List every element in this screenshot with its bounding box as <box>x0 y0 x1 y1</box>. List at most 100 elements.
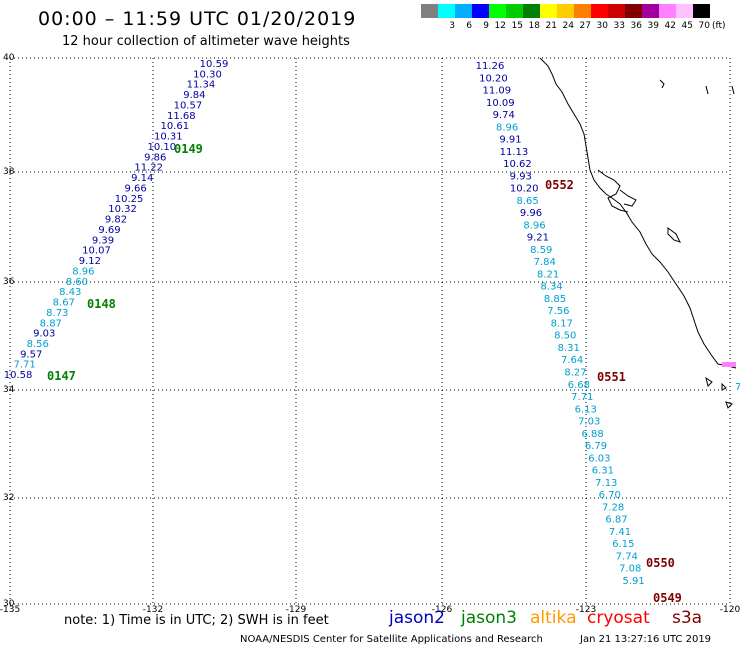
latitude-tick-label: 40 <box>3 53 15 63</box>
wave-height-value: 7.08 <box>619 564 641 575</box>
coastline-lake <box>667 227 681 243</box>
pass-labels: 0149 0148 0147 0552 0551 0550 0549 <box>47 142 682 605</box>
color-scale-label: 27 <box>579 21 591 31</box>
wave-height-value: 9.84 <box>183 90 205 101</box>
wave-height-value: 9.12 <box>79 256 101 267</box>
pass-number-label: 0549 <box>653 591 682 605</box>
wave-height-value: 6.79 <box>585 441 607 452</box>
legend-item-jason2: jason2 <box>389 608 445 628</box>
color-scale-cell <box>608 4 625 18</box>
color-scale-label: 45 <box>681 21 693 31</box>
wave-height-value: 6.88 <box>581 429 603 440</box>
wave-height-value: 6.03 <box>588 453 610 464</box>
map-title: 00:00 – 11:59 UTC 01/20/2019 <box>38 8 357 30</box>
wave-height-value: 10.07 <box>82 246 111 257</box>
color-scale-cell <box>472 4 489 18</box>
wave-height-value: 9.14 <box>131 173 153 184</box>
wave-height-value: 11.09 <box>482 86 511 97</box>
lat-lon-grid <box>9 57 731 605</box>
latitude-tick-label: 36 <box>3 277 15 287</box>
wave-height-value: 11.34 <box>187 80 216 91</box>
color-scale-cell <box>455 4 472 18</box>
coastline-mark-2 <box>705 85 709 95</box>
wave-height-value: 8.34 <box>540 282 562 293</box>
color-scale-label: 24 <box>562 21 574 31</box>
axis-tick-labels: 40 38 36 34 32 30-135 -132 -129 -126 -123 -120 <box>0 53 740 615</box>
wave-height-value: 10.31 <box>154 132 183 143</box>
color-scale-label: 6 <box>466 21 472 31</box>
coastline-mark-3 <box>731 85 735 95</box>
island-3 <box>725 401 733 409</box>
coastline-inlet <box>619 189 637 207</box>
color-scale-labels: 3 6 9 12 15 18 21 24 27 30 33 36 39 42 45 70 <box>421 21 710 31</box>
latitude-tick-label: 32 <box>3 493 14 503</box>
wave-height-value: 8.73 <box>46 308 68 319</box>
wave-height-value: 9.93 <box>510 171 532 182</box>
wave-height-value: 11.68 <box>167 111 196 122</box>
wave-height-value: 5.91 <box>622 576 644 587</box>
coastline <box>539 57 737 409</box>
color-scale-label: 42 <box>664 21 676 31</box>
pass-number-label: 0552 <box>545 178 574 192</box>
wave-height-value: 10.25 <box>115 194 144 205</box>
color-scale-cell <box>659 4 676 18</box>
wave-height-value: 8.96 <box>72 266 94 277</box>
wave-height-value: 8.17 <box>551 319 573 330</box>
color-scale-label: 18 <box>528 21 540 31</box>
footnote: note: 1) Time is in UTC; 2) SWH is in fe… <box>64 613 329 628</box>
color-scale-cell <box>591 4 608 18</box>
wave-height-value: 8.60 <box>66 277 88 288</box>
color-scale-cell <box>625 4 642 18</box>
wave-height-value: 10.32 <box>108 204 137 215</box>
pass-number-label: 0149 <box>174 142 203 156</box>
wave-height-value: 8.43 <box>59 287 81 298</box>
color-scale-label: 36 <box>630 21 642 31</box>
color-scale-cell <box>438 4 455 18</box>
wave-height-value: 10.10 <box>147 142 176 153</box>
color-scale-cell <box>540 4 557 18</box>
wave-height-value: 8.65 <box>516 196 538 207</box>
wave-height-value: 10.09 <box>486 98 515 109</box>
longitude-tick-label: -129 <box>286 605 307 615</box>
color-scale-label: 12 <box>494 21 506 31</box>
coastline-mainland <box>539 57 737 369</box>
wave-height-value: 10.59 <box>200 59 229 70</box>
wave-height-value: 8.56 <box>27 339 49 350</box>
wave-height-value: 9.69 <box>98 225 120 236</box>
wave-height-value: 6.13 <box>575 404 597 415</box>
wave-height-value: 9.86 <box>144 152 166 163</box>
wave-height-value: 9.03 <box>33 329 55 340</box>
wave-height-value: 10.58 <box>4 370 33 381</box>
wave-height-value: 8.50 <box>554 331 576 342</box>
wave-height-value: 6.68 <box>568 380 590 391</box>
pass-number-label: 0551 <box>597 370 626 384</box>
wave-height-value: 6.15 <box>612 539 634 550</box>
wave-height-value: 11.26 <box>476 61 505 72</box>
legend-item-cryosat: cryosat <box>587 608 650 628</box>
wave-height-value: 6.70 <box>599 490 621 501</box>
color-scale-label: 39 <box>647 21 659 31</box>
color-scale-label: 30 <box>596 21 608 31</box>
wave-height-value: 7.84 <box>534 257 556 268</box>
wave-height-value: 9.82 <box>105 215 127 226</box>
wave-height-value: 8.59 <box>530 245 552 256</box>
wave-height-value: 8.96 <box>523 220 545 231</box>
color-scale-bar <box>421 4 710 18</box>
wave-height-value: 11.22 <box>134 163 163 174</box>
color-scale-cell <box>693 4 710 18</box>
island-1 <box>705 376 713 387</box>
wave-height-value: 11.13 <box>500 147 529 158</box>
pass-number-label: 0147 <box>47 369 76 383</box>
wave-height-value: 8.96 <box>496 122 518 133</box>
wave-height-value: 8.67 <box>53 298 75 309</box>
wave-height-value: 7.64 <box>561 355 583 366</box>
wave-height-value: 7.71 <box>571 392 593 403</box>
map-subtitle: 12 hour collection of altimeter wave hei… <box>62 34 350 49</box>
longitude-tick-label: -135 <box>0 605 20 615</box>
latitude-tick-label: 38 <box>3 167 15 177</box>
color-scale-label: 70 <box>698 21 710 31</box>
wave-height-value: 8.31 <box>558 343 580 354</box>
color-scale-cell <box>489 4 506 18</box>
wave-height-value: 8.21 <box>537 269 559 280</box>
